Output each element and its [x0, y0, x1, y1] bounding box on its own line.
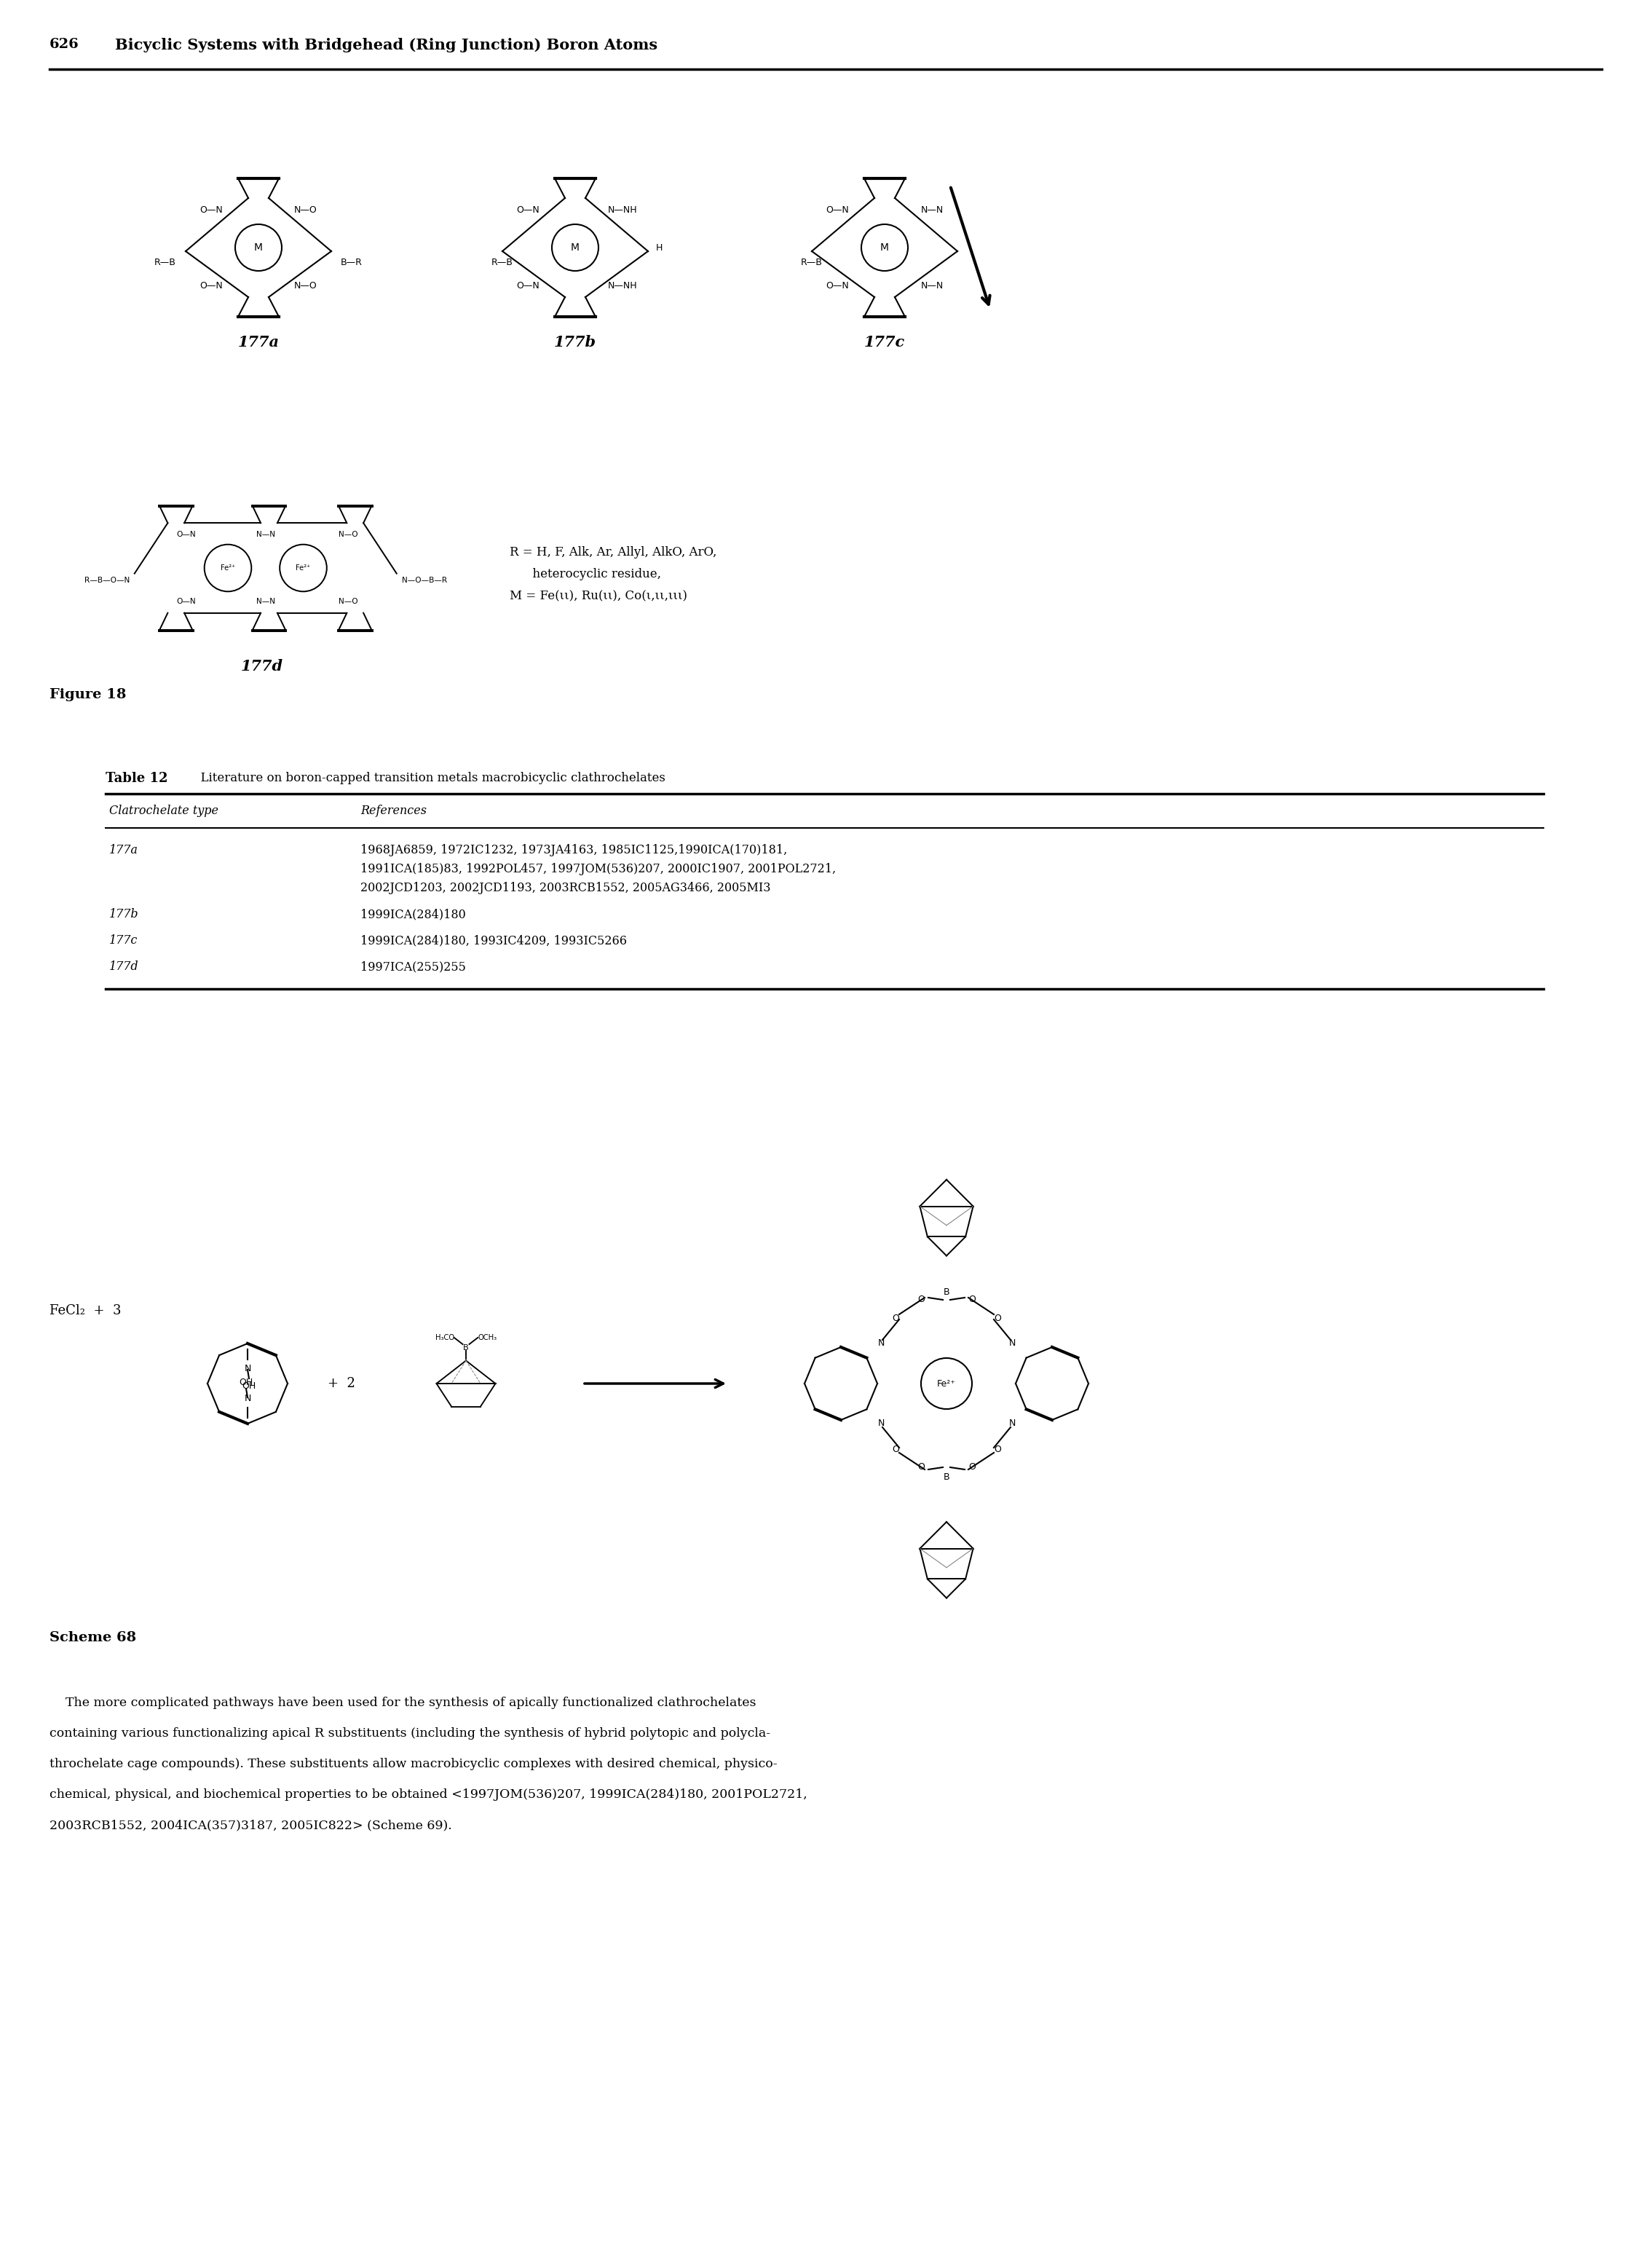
Text: N: N: [1009, 1338, 1016, 1347]
Text: N—O: N—O: [339, 532, 358, 538]
Text: M = Fe(ιι), Ru(ιι), Co(ι,ιι,ιιι): M = Fe(ιι), Ru(ιι), Co(ι,ιι,ιιι): [510, 590, 687, 602]
Text: N—NH: N—NH: [608, 205, 638, 214]
Text: 1997ICA(255)255: 1997ICA(255)255: [360, 960, 466, 973]
Text: 1999ICA(284)180: 1999ICA(284)180: [360, 908, 466, 921]
Text: Literature on boron-capped transition metals macrobicyclic clathrochelates: Literature on boron-capped transition me…: [193, 773, 666, 784]
Text: O: O: [968, 1295, 976, 1304]
Text: O: O: [968, 1462, 976, 1471]
Text: 177c: 177c: [109, 935, 137, 946]
Text: N: N: [877, 1338, 884, 1347]
Text: N: N: [244, 1395, 251, 1404]
Text: throchelate cage compounds). These substituents allow macrobicyclic complexes wi: throchelate cage compounds). These subst…: [50, 1757, 778, 1771]
Text: Fe²⁺: Fe²⁺: [937, 1379, 957, 1388]
Text: OH: OH: [241, 1381, 256, 1390]
Text: N—NH: N—NH: [608, 282, 638, 291]
Text: Figure 18: Figure 18: [50, 687, 126, 701]
Text: R—B: R—B: [801, 257, 823, 266]
Text: N—O: N—O: [294, 282, 317, 291]
Text: OCH₃: OCH₃: [477, 1334, 497, 1341]
Text: FeCl₂  +  3: FeCl₂ + 3: [50, 1304, 121, 1318]
Text: M: M: [254, 243, 263, 252]
Text: O—N: O—N: [200, 282, 223, 291]
Text: O—N: O—N: [177, 532, 197, 538]
Text: 2002JCD1203, 2002JCD1193, 2003RCB1552, 2005AG3466, 2005MI3: 2002JCD1203, 2002JCD1193, 2003RCB1552, 2…: [360, 881, 771, 894]
Text: B: B: [943, 1471, 950, 1482]
Text: M: M: [881, 243, 889, 252]
Text: 177d: 177d: [241, 660, 282, 674]
Text: H: H: [656, 243, 662, 252]
Text: 177b: 177b: [109, 908, 139, 921]
Text: N—O—B—R: N—O—B—R: [401, 577, 448, 584]
Text: B—R: B—R: [340, 257, 362, 266]
Text: N: N: [1009, 1419, 1016, 1428]
Text: 1968JA6859, 1972IC1232, 1973JA4163, 1985IC1125,1990ICA(170)181,: 1968JA6859, 1972IC1232, 1973JA4163, 1985…: [360, 845, 788, 856]
Text: Table 12: Table 12: [106, 773, 169, 784]
Text: N—N: N—N: [256, 597, 274, 604]
Text: heterocyclic residue,: heterocyclic residue,: [510, 568, 661, 581]
Text: O: O: [995, 1313, 1001, 1323]
Text: Fe²⁺: Fe²⁺: [296, 563, 311, 572]
Text: R—B—O—N: R—B—O—N: [84, 577, 129, 584]
Text: The more complicated pathways have been used for the synthesis of apically funct: The more complicated pathways have been …: [50, 1697, 757, 1710]
Text: O: O: [917, 1462, 925, 1471]
Text: B: B: [943, 1289, 950, 1298]
Text: R = H, F, Alk, Ar, Allyl, AlkO, ArO,: R = H, F, Alk, Ar, Allyl, AlkO, ArO,: [510, 545, 717, 559]
Text: 177b: 177b: [553, 336, 596, 349]
Text: O—N: O—N: [826, 205, 849, 214]
Text: 177a: 177a: [109, 845, 139, 856]
Text: chemical, physical, and biochemical properties to be obtained <1997JOM(536)207, : chemical, physical, and biochemical prop…: [50, 1789, 808, 1800]
Text: O—N: O—N: [517, 205, 540, 214]
Text: Fe²⁺: Fe²⁺: [220, 563, 235, 572]
Text: N—N: N—N: [920, 205, 943, 214]
Text: N: N: [244, 1363, 251, 1374]
Text: 177d: 177d: [109, 960, 139, 973]
Text: O: O: [892, 1313, 899, 1323]
Text: N—O: N—O: [294, 205, 317, 214]
Text: H₃CO: H₃CO: [434, 1334, 454, 1341]
Text: References: References: [360, 804, 426, 818]
Text: O: O: [995, 1444, 1001, 1453]
Text: Clatrochelate type: Clatrochelate type: [109, 804, 218, 818]
Text: R—B: R—B: [154, 257, 177, 266]
Text: 626: 626: [50, 38, 79, 52]
Text: +  2: + 2: [327, 1377, 355, 1390]
Text: M: M: [572, 243, 580, 252]
Text: B: B: [463, 1343, 469, 1352]
Text: 177c: 177c: [864, 336, 905, 349]
Text: OH: OH: [240, 1379, 253, 1388]
Text: N—O: N—O: [339, 597, 358, 604]
Text: 177a: 177a: [238, 336, 279, 349]
Text: O: O: [917, 1295, 925, 1304]
Text: 1991ICA(185)83, 1992POL457, 1997JOM(536)207, 2000IC1907, 2001POL2721,: 1991ICA(185)83, 1992POL457, 1997JOM(536)…: [360, 863, 836, 874]
Text: 2003RCB1552, 2004ICA(357)3187, 2005IC822> (Scheme 69).: 2003RCB1552, 2004ICA(357)3187, 2005IC822…: [50, 1818, 453, 1832]
Text: O—N: O—N: [826, 282, 849, 291]
Text: O—N: O—N: [517, 282, 540, 291]
Text: N—N: N—N: [920, 282, 943, 291]
Text: N—N: N—N: [256, 532, 274, 538]
Text: containing various functionalizing apical R substituents (including the synthesi: containing various functionalizing apica…: [50, 1728, 770, 1739]
Text: O—N: O—N: [177, 597, 197, 604]
Text: R—B: R—B: [492, 257, 514, 266]
Text: O—N: O—N: [200, 205, 223, 214]
Text: Bicyclic Systems with Bridgehead (Ring Junction) Boron Atoms: Bicyclic Systems with Bridgehead (Ring J…: [116, 38, 657, 52]
Text: 1999ICA(284)180, 1993IC4209, 1993IC5266: 1999ICA(284)180, 1993IC4209, 1993IC5266: [360, 935, 626, 946]
Text: O: O: [892, 1444, 899, 1453]
Text: Scheme 68: Scheme 68: [50, 1631, 135, 1645]
Text: N: N: [877, 1419, 884, 1428]
